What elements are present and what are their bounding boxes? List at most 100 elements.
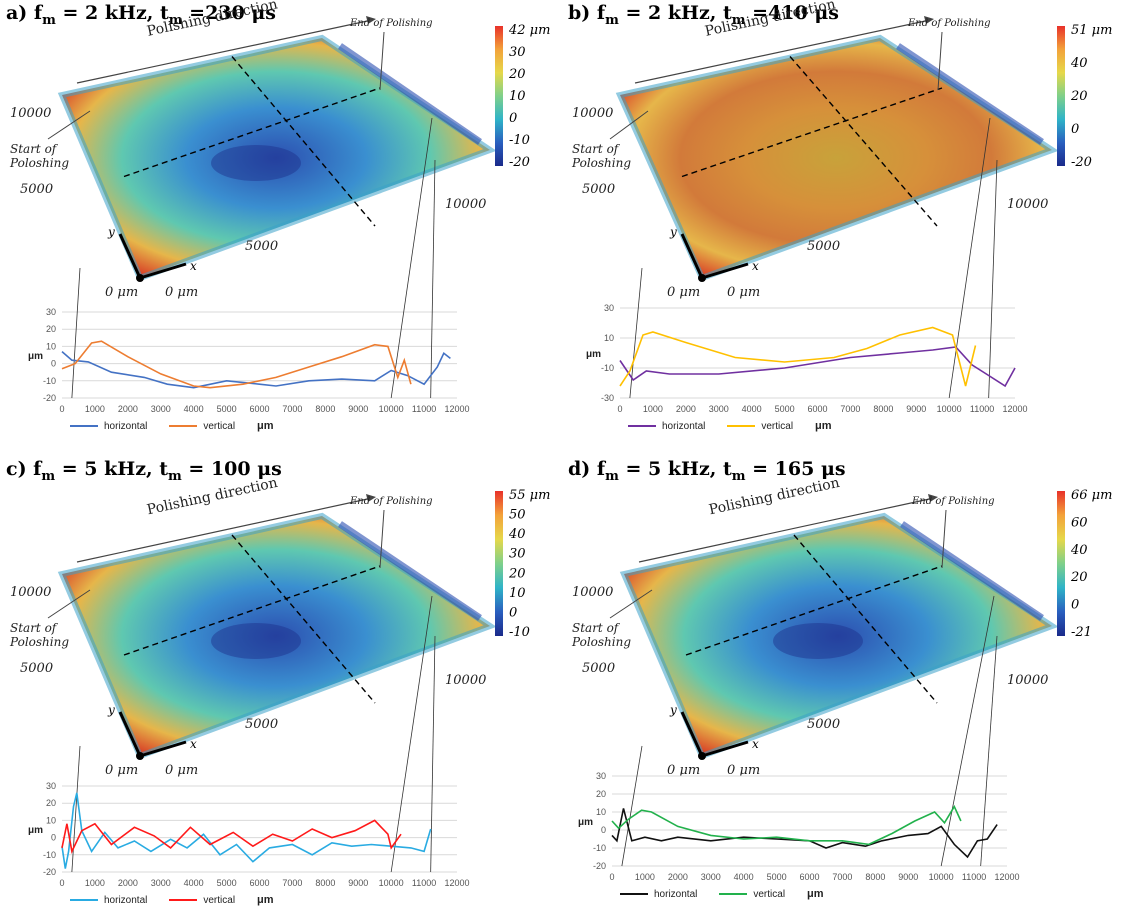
y-axis-label: y bbox=[669, 703, 677, 717]
origin-label: 0 μm bbox=[165, 763, 198, 778]
y-tick-label: 10000 bbox=[10, 106, 51, 121]
connector-line bbox=[621, 745, 643, 867]
origin-label: 0 μm bbox=[667, 285, 700, 300]
x-tick-label: 5000 bbox=[807, 717, 840, 732]
colorbar bbox=[1057, 26, 1065, 166]
x-tick-label: 3000 bbox=[709, 404, 729, 414]
arrow-head-icon bbox=[924, 16, 934, 24]
end-of-polishing-arrow bbox=[379, 509, 385, 569]
x-axis-label: x bbox=[190, 737, 197, 751]
legend-item-vertical: vertical bbox=[727, 421, 793, 432]
connector-line bbox=[940, 595, 995, 867]
panel-a: a) fm = 2 kHz, tm =230 μs Polishing direc… bbox=[0, 0, 562, 456]
legend-item-horizontal: horizontal bbox=[70, 421, 147, 432]
colorbar-tick-label: 42 μm bbox=[508, 23, 550, 38]
x-tick-label: 6000 bbox=[249, 878, 269, 888]
legend: horizontal vertical μm bbox=[620, 888, 824, 900]
x-tick-label: 10000 bbox=[445, 673, 486, 688]
title-subscript: m bbox=[731, 468, 746, 484]
panel-svg: Polishing direction End of Polishing Start… bbox=[9, 475, 550, 888]
surface-low-region bbox=[211, 145, 301, 181]
connector-line bbox=[390, 595, 433, 873]
legend-label: horizontal bbox=[104, 421, 148, 432]
x-tick-label: 6000 bbox=[249, 404, 269, 414]
surface-low-region bbox=[773, 623, 863, 659]
legend-swatch bbox=[169, 899, 198, 902]
x-tick-label: 5000 bbox=[245, 717, 278, 732]
colorbar-tick-label: 51 μm bbox=[1071, 23, 1112, 38]
y-tick-label: 5000 bbox=[20, 661, 53, 676]
x-axis-arrow bbox=[139, 740, 187, 758]
y-axis-arrow bbox=[680, 233, 704, 279]
x-tick-label: 5000 bbox=[767, 872, 787, 882]
y-tick-label: 10 bbox=[46, 341, 56, 351]
panel-d: d) fm = 5 kHz, tm = 165 μs Polishing dire… bbox=[562, 456, 1124, 912]
x-tick-label: 5000 bbox=[245, 239, 278, 254]
x-tick-label: 7000 bbox=[840, 404, 860, 414]
y-axis-label: y bbox=[669, 225, 677, 239]
colorbar-tick-label: 66 μm bbox=[1071, 488, 1112, 503]
polishing-direction-arrow bbox=[76, 497, 373, 563]
legend-item-vertical: vertical bbox=[719, 889, 785, 900]
x-tick-label: 5000 bbox=[807, 239, 840, 254]
legend-swatch bbox=[620, 893, 648, 896]
legend: horizontal vertical μm bbox=[70, 420, 274, 432]
start-of-polishing-arrow bbox=[47, 110, 91, 140]
x-tick-label: 1000 bbox=[643, 404, 663, 414]
y-tick-label: 0 bbox=[601, 825, 606, 835]
y-tick-label: 5000 bbox=[20, 182, 53, 197]
y-axis-label: y bbox=[107, 703, 115, 717]
title-subscript: m bbox=[41, 468, 56, 484]
title-subscript: m bbox=[731, 12, 746, 28]
x-tick-label: 5000 bbox=[217, 404, 237, 414]
x-axis-label: x bbox=[752, 259, 759, 273]
y-tick-label: -20 bbox=[43, 393, 56, 403]
title-text: c) f bbox=[6, 458, 42, 480]
end-of-polishing-label: End of Polishing bbox=[907, 18, 991, 29]
end-of-polishing-arrow bbox=[937, 31, 943, 91]
end-band bbox=[338, 521, 482, 621]
x-axis-title: μm bbox=[257, 420, 274, 432]
x-tick-label: 9000 bbox=[898, 872, 918, 882]
origin-label: 0 μm bbox=[727, 285, 760, 300]
colorbar bbox=[495, 491, 503, 636]
y-axis-title: μm bbox=[28, 351, 43, 362]
title-subscript: m bbox=[605, 468, 619, 484]
colorbar-tick-label: 20 bbox=[508, 67, 526, 82]
x-tick-label: 8000 bbox=[315, 878, 335, 888]
x-tick-label: 4000 bbox=[184, 878, 204, 888]
y-tick-label: 20 bbox=[46, 324, 56, 334]
start-of-polishing-arrow bbox=[609, 110, 649, 140]
y-tick-label: 10000 bbox=[10, 585, 51, 600]
x-tick-label: 2000 bbox=[118, 878, 138, 888]
legend-item-vertical: vertical bbox=[169, 421, 235, 432]
start-of-polishing-label: Start of bbox=[10, 142, 59, 156]
end-band bbox=[900, 521, 1044, 621]
end-of-polishing-arrow bbox=[941, 509, 947, 569]
colorbar-tick-label: 20 bbox=[1070, 570, 1088, 585]
x-tick-label: 5000 bbox=[775, 404, 795, 414]
end-of-polishing-label: End of Polishing bbox=[349, 18, 433, 29]
vertical-profile-line bbox=[793, 534, 938, 704]
series-vertical bbox=[61, 340, 412, 389]
x-tick-label: 0 bbox=[59, 404, 64, 414]
series-horizontal bbox=[619, 346, 1016, 388]
polishing-direction-arrow bbox=[76, 19, 373, 84]
surface-map bbox=[624, 516, 1052, 756]
connector-line bbox=[71, 745, 81, 873]
y-tick-label: -20 bbox=[593, 861, 606, 871]
start-of-polishing-arrow bbox=[609, 589, 653, 619]
y-tick-label: 10000 bbox=[572, 585, 613, 600]
y-tick-label: 10 bbox=[596, 807, 606, 817]
connector-line bbox=[430, 159, 436, 399]
title-text: =410 μs bbox=[745, 2, 839, 24]
x-tick-label: 10000 bbox=[1007, 197, 1048, 212]
colorbar-tick-label: 55 μm bbox=[509, 488, 550, 503]
x-axis-label: x bbox=[190, 259, 197, 273]
x-tick-label: 12000 bbox=[444, 878, 469, 888]
panel-svg: Polishing direction End of Polishing Start… bbox=[571, 475, 1112, 882]
x-tick-label: 11000 bbox=[412, 404, 436, 414]
x-tick-label: 9000 bbox=[348, 878, 368, 888]
title-text: d) f bbox=[568, 458, 606, 480]
colorbar-tick-label: 0 bbox=[1071, 598, 1079, 613]
